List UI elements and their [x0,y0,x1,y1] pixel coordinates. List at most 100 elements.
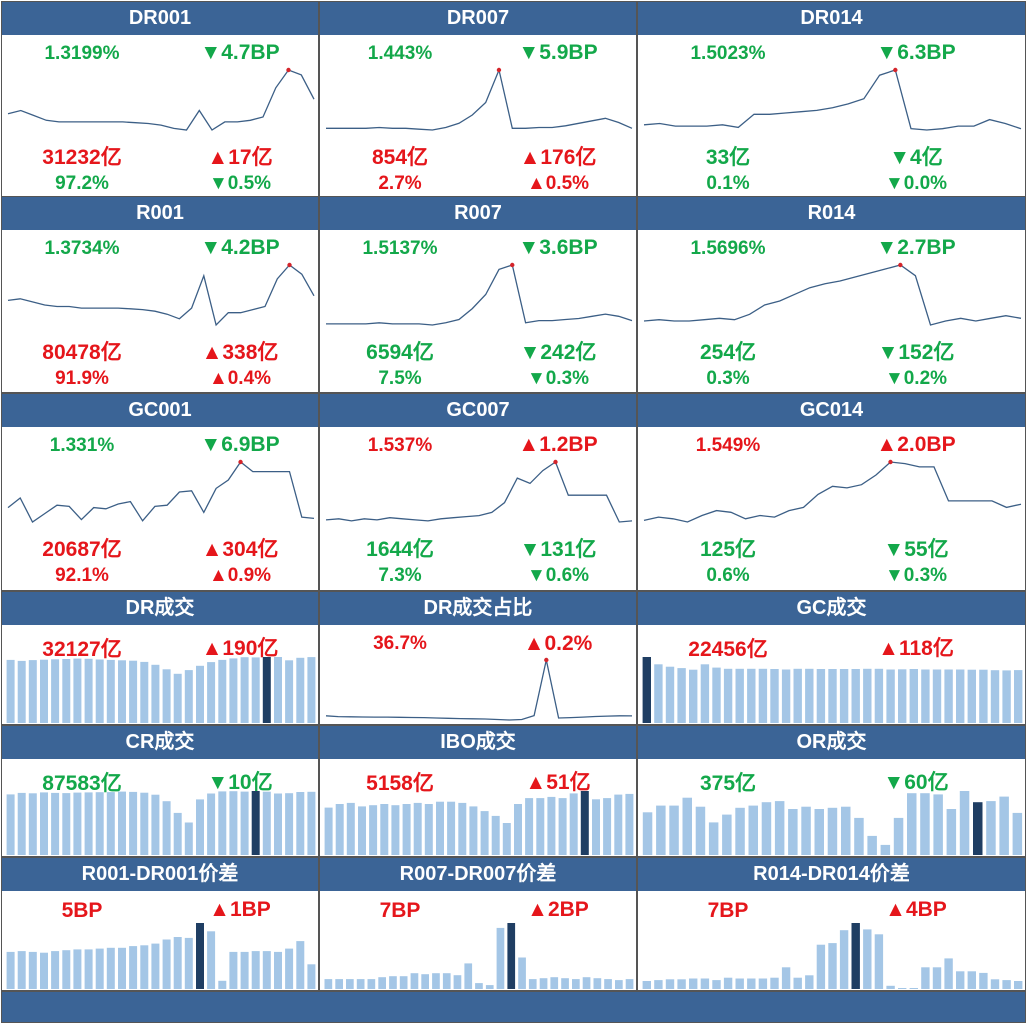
bar [240,657,249,723]
bar [967,669,976,723]
peak-marker [544,657,549,663]
panel-r014-dr014-17: R014-DR014价差 7BP ▲4BP [637,857,1026,991]
sparkline-6 [7,459,315,523]
share-value: 7.3% [378,565,422,586]
peak-marker [286,67,291,73]
rate-value: 1.5137% [362,238,438,259]
bar [909,669,918,723]
rate-value: 1.3199% [44,43,120,64]
bar [801,806,811,855]
series-line [7,69,315,131]
bar [17,951,26,989]
bar [921,967,930,989]
bar [218,791,227,855]
bar [307,964,316,989]
bar [296,941,305,989]
panel-title: DR007 [320,2,636,35]
bar [436,801,444,855]
panel-dr-9: DR成交 32127亿 ▲190亿 [1,591,319,725]
bar [898,669,907,723]
bar [805,668,814,723]
bar [880,844,891,855]
bar [986,801,996,855]
bar [184,937,193,989]
bar [944,958,953,989]
bar [307,657,316,723]
bar [665,666,675,723]
bar [770,669,779,723]
panel-gc-11: GC成交 22456亿 ▲118亿 [637,591,1026,725]
bar [956,971,965,989]
bar [410,973,419,989]
bar [642,657,651,723]
bar [184,670,193,723]
bar [886,985,895,989]
bar [140,945,149,989]
bar [151,794,160,855]
volume-change: ▲176亿 [519,146,597,169]
bar [604,979,612,989]
volume-value: 854亿 [371,146,429,169]
bar [979,669,988,723]
bar [464,963,473,989]
series-line [325,461,633,523]
bar [933,794,943,855]
bar [654,980,663,989]
bar [162,939,171,989]
bar [432,973,440,989]
bar [399,976,408,989]
bar [453,975,462,989]
bar [921,669,930,723]
bar [285,660,294,723]
bar [525,798,534,855]
bar [603,798,612,855]
bar [539,978,548,989]
panel-dr007-1: DR007 1.443% ▼5.9BP 854亿 ▲176亿 2.7% ▲0.5% [319,1,637,197]
panel-or-14: OR成交 375亿 ▼60亿 [637,725,1026,857]
panel-dr014-2: DR014 1.5023% ▼6.3BP 33亿 ▼4亿 0.1% ▼0.0% [637,1,1026,197]
bar [761,802,772,855]
volume-value: 31232亿 [42,146,122,169]
bar [106,947,115,989]
bar [874,668,884,723]
bar [654,664,663,723]
total-value: 5BP [61,899,103,922]
bar [839,930,849,989]
peak-marker [496,67,502,73]
bar [84,949,93,989]
bar [40,659,48,723]
volume-change: ▼242亿 [519,341,597,364]
bar [758,668,768,723]
bar [491,815,500,855]
bar [708,822,719,855]
peak-marker [893,67,898,73]
total-change: ▲51亿 [525,771,591,794]
bar [793,668,802,723]
bar [307,791,316,855]
bar [118,791,126,855]
bar [561,978,569,989]
bar [979,972,988,989]
total-change: ▲4BP [885,898,947,921]
panel-title: R007-DR007价差 [320,858,636,891]
bar [677,668,686,723]
bar [51,951,60,989]
panel-ibo-13: IBO成交 5158亿 ▲51亿 [319,725,637,857]
bar [956,669,965,723]
rate-value: 1.3734% [44,238,120,259]
sparkline-4 [326,262,633,326]
panel-title: GC014 [638,394,1025,427]
bar [514,804,522,855]
sparkline-3 [7,262,315,327]
bar [735,807,745,855]
bar [380,804,389,855]
bar [196,799,204,855]
bar [816,669,826,723]
bar [480,811,489,855]
panel-title: GC001 [2,394,318,427]
panel-title: IBO成交 [320,726,636,759]
sparkline-10 [325,657,633,721]
bar [547,796,556,855]
bar [712,980,721,989]
panel-r007-dr007-16: R007-DR007价差 7BP ▲2BP [319,857,637,991]
